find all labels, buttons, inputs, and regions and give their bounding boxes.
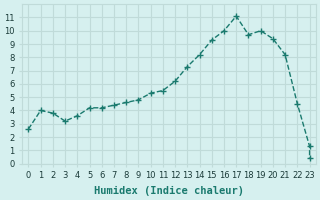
X-axis label: Humidex (Indice chaleur): Humidex (Indice chaleur): [94, 186, 244, 196]
